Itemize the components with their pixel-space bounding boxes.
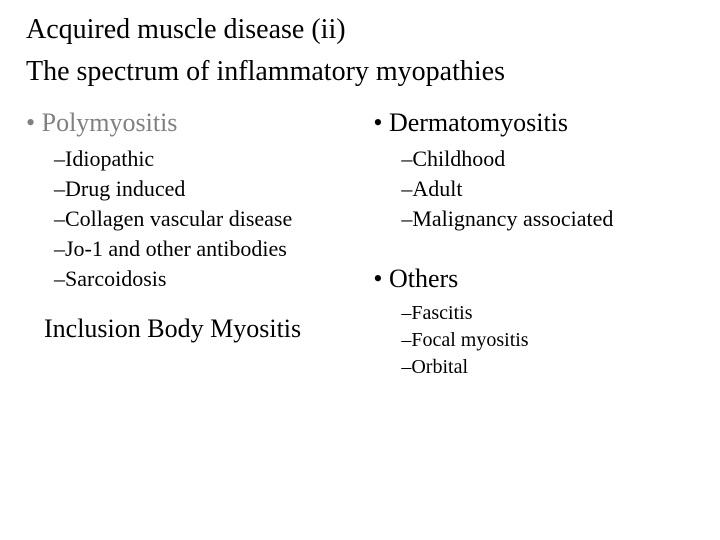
list-item: –Drug induced [54,176,373,202]
polymyositis-heading: • Polymyositis [26,108,373,138]
list-item: –Sarcoidosis [54,266,373,292]
inclusion-body-myositis: Inclusion Body Myositis [44,314,373,344]
list-item: –Focal myositis [401,329,694,352]
list-item: –Fascitis [401,302,694,325]
list-item: –Malignancy associated [401,206,694,232]
spacer [373,250,694,264]
right-column: • Dermatomyositis –Childhood –Adult –Mal… [373,108,694,383]
slide: Acquired muscle disease (ii) The spectru… [0,0,720,393]
list-item: –Idiopathic [54,146,373,172]
dermatomyositis-heading: • Dermatomyositis [373,108,694,138]
slide-title: Acquired muscle disease (ii) [26,14,694,46]
list-item: –Childhood [401,146,694,172]
spacer [373,236,694,250]
columns: • Polymyositis –Idiopathic –Drug induced… [26,108,694,383]
left-column: • Polymyositis –Idiopathic –Drug induced… [26,108,373,383]
list-item: –Jo-1 and other antibodies [54,236,373,262]
list-item: –Adult [401,176,694,202]
list-item: –Orbital [401,356,694,379]
slide-subtitle: The spectrum of inflammatory myopathies [26,56,694,88]
list-item: –Collagen vascular disease [54,206,373,232]
others-heading: • Others [373,264,694,294]
